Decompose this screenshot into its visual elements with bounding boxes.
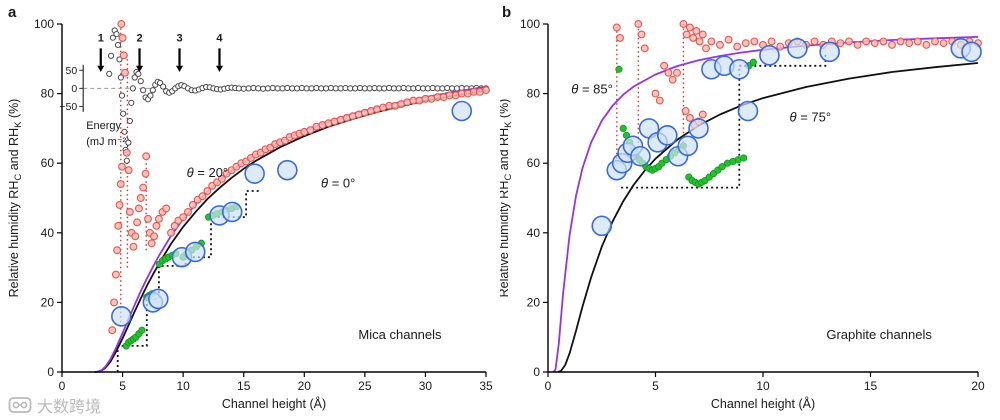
- svg-text:10: 10: [176, 379, 190, 393]
- kelvin-curve-theta-75-label: θ = 75°: [790, 109, 832, 124]
- rh-data-blue-large-circles: [111, 100, 473, 327]
- x-ticks: 0 5 10 15 20: [545, 372, 985, 393]
- svg-text:0: 0: [545, 379, 552, 393]
- y-axis-title: Relative humidity RHC and RHK (%): [7, 99, 24, 298]
- svg-text:20: 20: [971, 379, 985, 393]
- x-ticks: 0 5 10 15 20 25 30 35: [59, 372, 493, 393]
- svg-text:20: 20: [527, 295, 541, 309]
- oscillatory-energy-open-circles: [106, 27, 490, 164]
- kelvin-curve-theta-0-label: θ = 0°: [321, 176, 355, 191]
- rh-data-pink-open-circles: [108, 20, 490, 335]
- dotted-step-line: [116, 190, 260, 372]
- rh-data-blue-large-circles: [591, 38, 982, 237]
- svg-text:20: 20: [41, 295, 55, 309]
- svg-text:20: 20: [298, 379, 312, 393]
- panel-b-graphite-chart: 0 5 10 15 20 0 20 40 60 80 100 Channel height (Å) Re…: [500, 4, 985, 411]
- water-layer-number-arrows: 1 2 3 4: [97, 32, 223, 73]
- svg-text:(mJ m⁻²): (mJ m⁻²): [86, 136, 130, 148]
- watermark-text: 大数跨境: [37, 399, 102, 416]
- watermark-logo-icon: [8, 397, 32, 413]
- layer-number-label: 3: [176, 32, 182, 44]
- panel-letter: b: [502, 4, 511, 21]
- svg-text:40: 40: [41, 226, 55, 240]
- inset-axis-title: Energy (mJ m⁻²): [86, 120, 130, 148]
- svg-text:25: 25: [358, 379, 372, 393]
- svg-text:60: 60: [41, 156, 55, 170]
- y-ticks: 0 20 40 60 80 100: [520, 17, 548, 379]
- svg-text:40: 40: [527, 226, 541, 240]
- x-axis-title: Channel height (Å): [711, 396, 815, 411]
- svg-text:5: 5: [119, 379, 126, 393]
- svg-text:15: 15: [864, 379, 878, 393]
- kelvin-curve-theta-85: [552, 36, 979, 373]
- svg-text:0: 0: [47, 365, 54, 379]
- panel-letter: a: [8, 4, 17, 21]
- channel-type-label: Mica channels: [358, 327, 442, 342]
- svg-text:50: 50: [66, 65, 78, 77]
- svg-text:30: 30: [419, 379, 433, 393]
- energy-inset: 50 0 −50 Energy (mJ m⁻²) 1 2 3 4: [59, 27, 490, 164]
- svg-text:0: 0: [59, 379, 66, 393]
- svg-text:−50: −50: [59, 101, 77, 113]
- layer-number-label: 1: [98, 32, 104, 44]
- svg-text:80: 80: [41, 87, 55, 101]
- svg-text:60: 60: [527, 156, 541, 170]
- svg-text:80: 80: [527, 87, 541, 101]
- svg-text:Energy: Energy: [86, 120, 121, 132]
- y-axis-title: Relative humidity RHC and RHK (%): [500, 99, 514, 298]
- y-ticks: 0 20 40 60 80 100: [34, 17, 62, 379]
- svg-text:0: 0: [71, 83, 77, 95]
- inset-y-ticks: 50 0 −50: [59, 65, 84, 113]
- x-axis-title: Channel height (Å): [222, 396, 326, 411]
- svg-text:10: 10: [756, 379, 770, 393]
- layer-number-label: 2: [136, 32, 142, 44]
- svg-text:100: 100: [34, 17, 54, 31]
- kelvin-curve-theta-75: [557, 62, 979, 373]
- channel-type-label: Graphite channels: [826, 327, 932, 342]
- kelvin-curve-theta-85-label: θ = 85°: [571, 82, 613, 97]
- svg-text:0: 0: [533, 365, 540, 379]
- svg-text:100: 100: [520, 17, 540, 31]
- watermark: 大数跨境: [8, 393, 101, 417]
- kelvin-curve-theta-20-label: θ = 20°: [187, 165, 229, 180]
- svg-text:35: 35: [479, 379, 493, 393]
- layer-number-label: 4: [216, 32, 223, 44]
- svg-text:5: 5: [652, 379, 659, 393]
- svg-text:15: 15: [237, 379, 251, 393]
- capillary-transition-dotted-lines: [616, 24, 685, 164]
